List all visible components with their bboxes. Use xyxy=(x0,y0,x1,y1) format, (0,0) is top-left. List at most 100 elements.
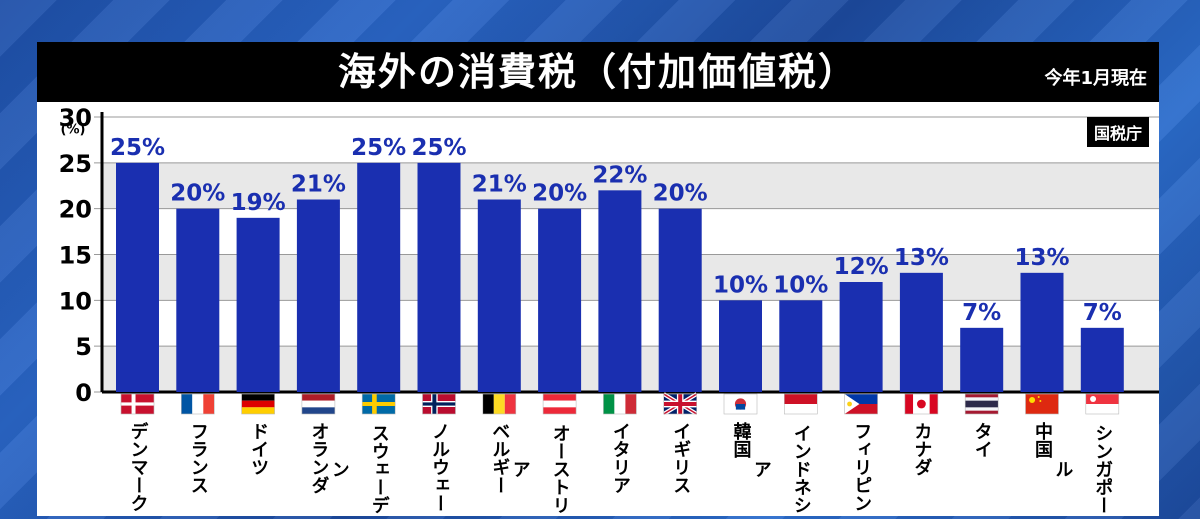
flag-part xyxy=(1025,394,1059,414)
y-tick-label: 0 xyxy=(75,379,92,407)
flag-part xyxy=(241,394,275,401)
flag-part xyxy=(1085,394,1119,404)
flag-part xyxy=(422,402,456,406)
data-label: 13% xyxy=(1014,245,1069,271)
y-tick-label: 20 xyxy=(59,196,92,224)
flag-border xyxy=(904,393,939,415)
bar xyxy=(960,327,1004,392)
x-tick-label: フランス xyxy=(187,422,209,494)
flag-part xyxy=(121,402,154,406)
flag-part xyxy=(603,394,615,414)
flag-part xyxy=(301,394,335,401)
flag-part xyxy=(543,400,577,408)
bar xyxy=(1020,272,1064,392)
flag-part xyxy=(847,401,852,407)
flag-border xyxy=(361,393,396,415)
flag-part xyxy=(493,394,505,414)
flag-border xyxy=(1025,393,1059,415)
flag-part xyxy=(241,407,275,414)
data-label: 12% xyxy=(834,254,889,280)
x-tick-label: フィリピン xyxy=(851,422,873,512)
x-tick-label: デンマーク xyxy=(127,422,149,512)
y-tick-label: 10 xyxy=(59,287,92,315)
singapore-flag xyxy=(1085,393,1120,415)
france-flag xyxy=(181,393,215,415)
flag-border xyxy=(482,393,517,415)
flag-part xyxy=(1037,396,1040,398)
source-badge: 国税庁 xyxy=(1086,117,1149,147)
flag-part xyxy=(543,407,577,414)
bar xyxy=(598,190,642,392)
x-tick-label: オーストリア xyxy=(509,424,571,514)
data-label: 20% xyxy=(170,181,225,207)
flag-part xyxy=(663,402,697,406)
data-label: 7% xyxy=(962,300,1001,326)
uk-flag xyxy=(662,392,698,416)
flag-border xyxy=(120,393,155,415)
data-label: 13% xyxy=(894,245,949,271)
x-tick-label: イタリア xyxy=(609,422,631,494)
philippines-flag xyxy=(844,393,878,415)
flag-border xyxy=(241,393,275,415)
flag-part xyxy=(929,394,938,414)
flag-border xyxy=(422,393,456,415)
data-label: 22% xyxy=(592,162,647,188)
data-label: 20% xyxy=(653,181,708,207)
flag-part xyxy=(784,404,818,414)
denmark-flag xyxy=(120,393,155,415)
flag-border xyxy=(663,393,698,415)
date-note: 今年1月現在 xyxy=(1044,68,1147,89)
y-tick-label: 15 xyxy=(59,242,92,270)
x-tick-label: ベルギー xyxy=(489,422,511,494)
flag-part xyxy=(965,400,999,408)
data-label: 21% xyxy=(291,172,346,198)
data-label: 21% xyxy=(472,172,527,198)
flag-border xyxy=(301,393,336,415)
flag-part xyxy=(844,394,878,404)
bar xyxy=(176,208,220,392)
flag-part xyxy=(844,394,860,414)
bar xyxy=(899,272,943,392)
chart-panel: 海外の消費税（付加価値税） 今年1月現在 国税庁 0 5 10 15 20 25 30 (%)… xyxy=(37,42,1159,516)
flag-part xyxy=(543,394,577,401)
chart-title: 海外の消費税（付加価値税） xyxy=(337,50,858,94)
china-flag xyxy=(1025,393,1059,415)
x-tick-label: ノルウェー xyxy=(429,422,450,512)
germany-flag xyxy=(241,393,275,415)
flag-part xyxy=(482,394,494,414)
korea-flag xyxy=(723,393,758,415)
bar xyxy=(538,208,582,392)
flag-border xyxy=(964,393,999,415)
x-tick-label: オランダ xyxy=(308,422,330,494)
flag-part xyxy=(203,394,215,414)
flag-part xyxy=(1039,400,1042,402)
netherlands-flag xyxy=(301,393,336,415)
flag-part xyxy=(241,400,275,408)
data-label: 10% xyxy=(773,272,828,298)
x-tick-label: 中国 xyxy=(1032,422,1053,458)
y-tick-label: 30 xyxy=(59,104,92,132)
x-tick-label: タイ xyxy=(971,422,993,458)
flag-part xyxy=(192,394,204,414)
bar xyxy=(236,217,280,392)
flag-part xyxy=(504,394,516,414)
data-label: 20% xyxy=(532,181,587,207)
bar xyxy=(477,199,521,392)
flag-border xyxy=(723,393,758,415)
flag-border xyxy=(844,393,878,415)
flag-part xyxy=(1029,397,1036,403)
flag-part xyxy=(362,402,396,406)
data-label: 10% xyxy=(713,272,768,298)
data-label: 25% xyxy=(411,135,466,161)
x-tick-label: ドイツ xyxy=(248,422,270,476)
flag-part xyxy=(844,404,878,414)
flag-border xyxy=(603,393,637,415)
flag-part xyxy=(301,407,335,414)
bar xyxy=(417,162,461,392)
flag-part xyxy=(784,394,818,404)
bar xyxy=(839,282,883,392)
bar xyxy=(357,162,401,392)
flag-part xyxy=(735,404,746,410)
flag-part xyxy=(1085,404,1119,414)
belgium-flag xyxy=(482,393,517,415)
